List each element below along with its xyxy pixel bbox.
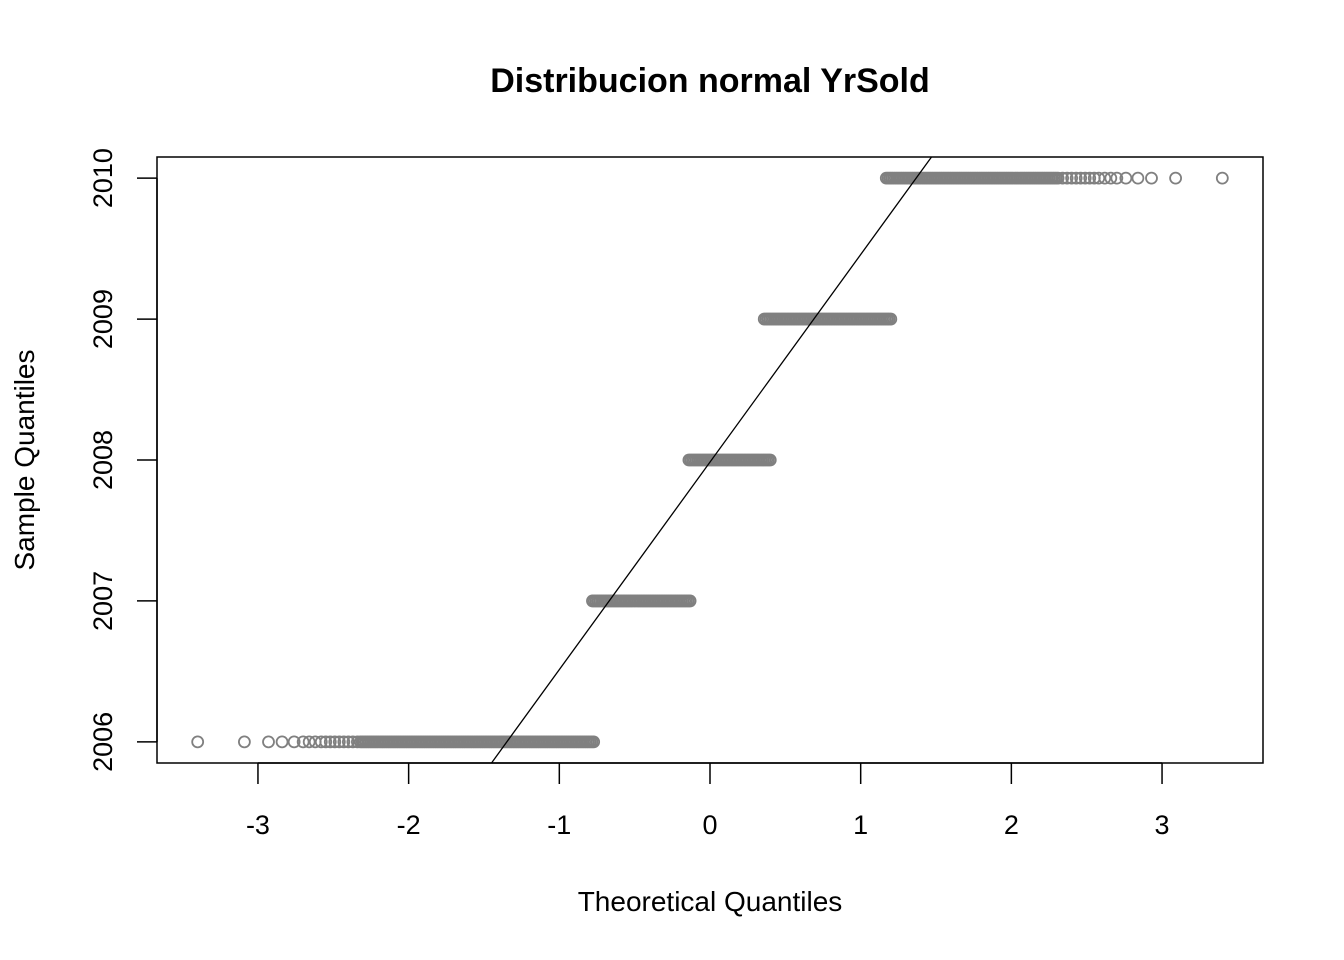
y-tick-label: 2009 (88, 289, 118, 349)
chart-title: Distribucion normal YrSold (490, 62, 930, 100)
data-point (1078, 171, 1092, 185)
data-point (323, 735, 337, 749)
data-point (1119, 171, 1133, 185)
x-tick-label: -2 (397, 810, 421, 840)
data-point (314, 735, 328, 749)
data-point (1169, 171, 1183, 185)
data-point (1104, 171, 1118, 185)
x-tick-label: -1 (547, 810, 571, 840)
plot-frame (156, 156, 1264, 764)
x-tick-label: 0 (702, 810, 717, 840)
reference-line-layer (490, 156, 933, 764)
data-point (1110, 171, 1124, 185)
data-point (1083, 171, 1097, 185)
data-point (287, 735, 301, 749)
data-point (683, 594, 697, 608)
data-point (296, 735, 310, 749)
data-point (262, 735, 275, 749)
qq-reference-line (490, 156, 933, 764)
y-tick-label: 2008 (88, 430, 118, 490)
data-point (1092, 171, 1106, 185)
x-tick-label: 1 (853, 810, 868, 840)
axes: -3 -2 -1 0 1 2 3 2006 2007 2008 2009 2010 (88, 148, 1170, 840)
data-point (275, 735, 289, 749)
data-point (319, 735, 333, 749)
x-tick-label: -3 (246, 810, 270, 840)
data-points (191, 171, 1229, 749)
x-tick-label: 2 (1004, 810, 1019, 840)
y-tick-label: 2007 (88, 571, 118, 631)
data-point (191, 735, 205, 749)
data-point (884, 312, 898, 326)
data-point (1145, 171, 1158, 185)
data-point (763, 453, 777, 467)
data-point (587, 735, 601, 749)
data-point (1051, 171, 1065, 185)
y-tick-label: 2010 (88, 148, 118, 208)
x-tick-label: 3 (1155, 810, 1170, 840)
data-point (1131, 171, 1145, 185)
x-axis-label: Theoretical Quantiles (578, 886, 843, 917)
data-point (1069, 171, 1083, 185)
data-point (341, 735, 355, 749)
y-axis-label: Sample Quantiles (9, 349, 40, 570)
data-point (1065, 171, 1079, 185)
data-point (237, 735, 251, 749)
data-point (1074, 171, 1088, 185)
data-point (332, 735, 346, 749)
data-point (302, 735, 316, 749)
data-point (328, 735, 342, 749)
data-point (337, 735, 351, 749)
data-point (1215, 171, 1229, 185)
y-tick-label: 2006 (88, 712, 118, 772)
data-point (1098, 171, 1112, 185)
